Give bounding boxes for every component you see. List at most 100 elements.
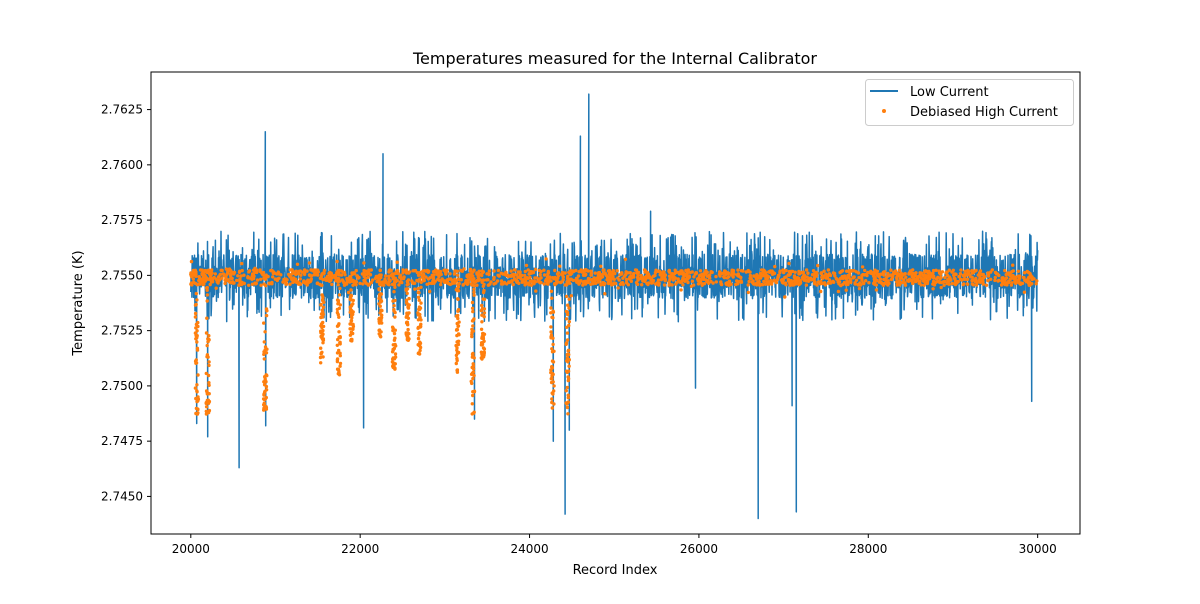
scatter-point-dip <box>407 296 411 301</box>
scatter-point <box>771 272 775 276</box>
scatter-point <box>971 283 975 287</box>
scatter-point <box>783 295 787 299</box>
scatter-point <box>801 270 805 274</box>
scatter-point-dip <box>321 355 325 359</box>
scatter-point <box>1018 281 1022 286</box>
scatter-point-dip <box>321 341 325 345</box>
scatter-point <box>203 268 207 273</box>
scatter-point <box>387 277 391 281</box>
scatter-point-dip <box>321 328 325 333</box>
scatter-point-dip <box>407 303 411 307</box>
scatter-point <box>714 280 718 284</box>
series-debiased-high-current <box>189 257 1039 416</box>
scatter-point <box>533 267 538 272</box>
scatter-point-dip <box>390 325 395 329</box>
scatter-point-dip <box>482 307 487 311</box>
scatter-point <box>953 281 958 285</box>
scatter-point <box>884 276 888 280</box>
scatter-point <box>237 283 241 287</box>
scatter-point-dip <box>338 364 342 368</box>
scatter-point-dip <box>457 281 461 286</box>
scatter-point-dip <box>196 373 200 377</box>
scatter-point <box>226 269 230 274</box>
scatter-point <box>1001 281 1005 286</box>
scatter-point <box>418 270 422 275</box>
legend: Low Current Debiased High Current <box>865 79 1074 126</box>
scatter-point-dip <box>418 341 423 345</box>
scatter-point <box>600 275 605 279</box>
scatter-point <box>732 272 736 276</box>
scatter-point <box>748 270 752 274</box>
scatter-point <box>727 275 731 279</box>
scatter-point <box>250 274 254 278</box>
scatter-point <box>312 268 316 272</box>
scatter-point-dip <box>321 277 325 282</box>
scatter-point-dip <box>379 299 384 303</box>
scatter-point-dip <box>404 298 409 302</box>
scatter-point-dip <box>456 308 461 312</box>
scatter-point <box>458 278 462 282</box>
scatter-point-dip <box>206 410 211 415</box>
scatter-point-dip <box>196 320 200 325</box>
scatter-point-dip <box>335 343 339 347</box>
scatter-point <box>496 268 501 273</box>
scatter-point <box>896 282 900 287</box>
scatter-point <box>423 269 428 273</box>
scatter-point-dip <box>336 301 341 305</box>
scatter-point <box>362 261 366 265</box>
scatter-point-dip <box>418 315 422 320</box>
scatter-point <box>207 268 211 272</box>
scatter-point <box>444 268 448 272</box>
scatter-point-dip <box>262 340 266 344</box>
scatter-point-dip <box>566 412 570 416</box>
scatter-point <box>934 277 939 281</box>
scatter-point-dip <box>204 371 208 376</box>
scatter-point-dip <box>551 342 555 347</box>
scatter-point <box>840 275 844 279</box>
scatter-point-dip <box>480 357 484 361</box>
scatter-point <box>607 271 612 276</box>
scatter-point <box>582 279 586 284</box>
scatter-point-dip <box>416 313 420 317</box>
scatter-point <box>495 279 500 283</box>
scatter-point <box>931 279 936 284</box>
scatter-point <box>949 278 953 282</box>
scatter-point-dip <box>551 372 555 377</box>
scatter-point <box>698 269 703 273</box>
x-tick-label: 20000 <box>172 542 210 556</box>
axes-frame <box>150 71 1081 535</box>
scatter-point-dip <box>393 280 397 284</box>
scatter-point-dip <box>565 338 570 342</box>
scatter-point-dip <box>471 376 475 381</box>
scatter-point <box>262 276 266 280</box>
scatter-point <box>560 280 564 284</box>
scatter-point <box>748 273 753 278</box>
scatter-point-dip <box>566 348 571 352</box>
scatter-point-dip <box>336 372 340 376</box>
scatter-point <box>611 275 615 280</box>
scatter-point <box>348 275 352 279</box>
y-tick-label: 2.7450 <box>101 489 143 503</box>
scatter-point <box>793 270 797 274</box>
scatter-point <box>860 278 864 282</box>
scatter-point-dip <box>471 309 475 314</box>
scatter-point <box>354 283 358 287</box>
scatter-point <box>315 281 320 285</box>
scatter-point <box>618 273 622 277</box>
scatter-point <box>308 279 313 283</box>
scatter-point-dip <box>564 369 569 373</box>
y-tick-label: 2.7600 <box>101 158 143 172</box>
scatter-point <box>744 270 748 274</box>
scatter-point <box>454 279 459 283</box>
scatter-point-dip <box>417 352 422 356</box>
scatter-point <box>224 275 228 279</box>
scatter-point-dip <box>549 333 554 337</box>
scatter-point <box>592 276 596 280</box>
scatter-point <box>694 271 699 275</box>
scatter-point <box>487 272 491 277</box>
scatter-point-dip <box>204 286 209 290</box>
scatter-point <box>397 283 401 287</box>
scatter-point <box>812 277 816 281</box>
scatter-point <box>612 281 617 285</box>
